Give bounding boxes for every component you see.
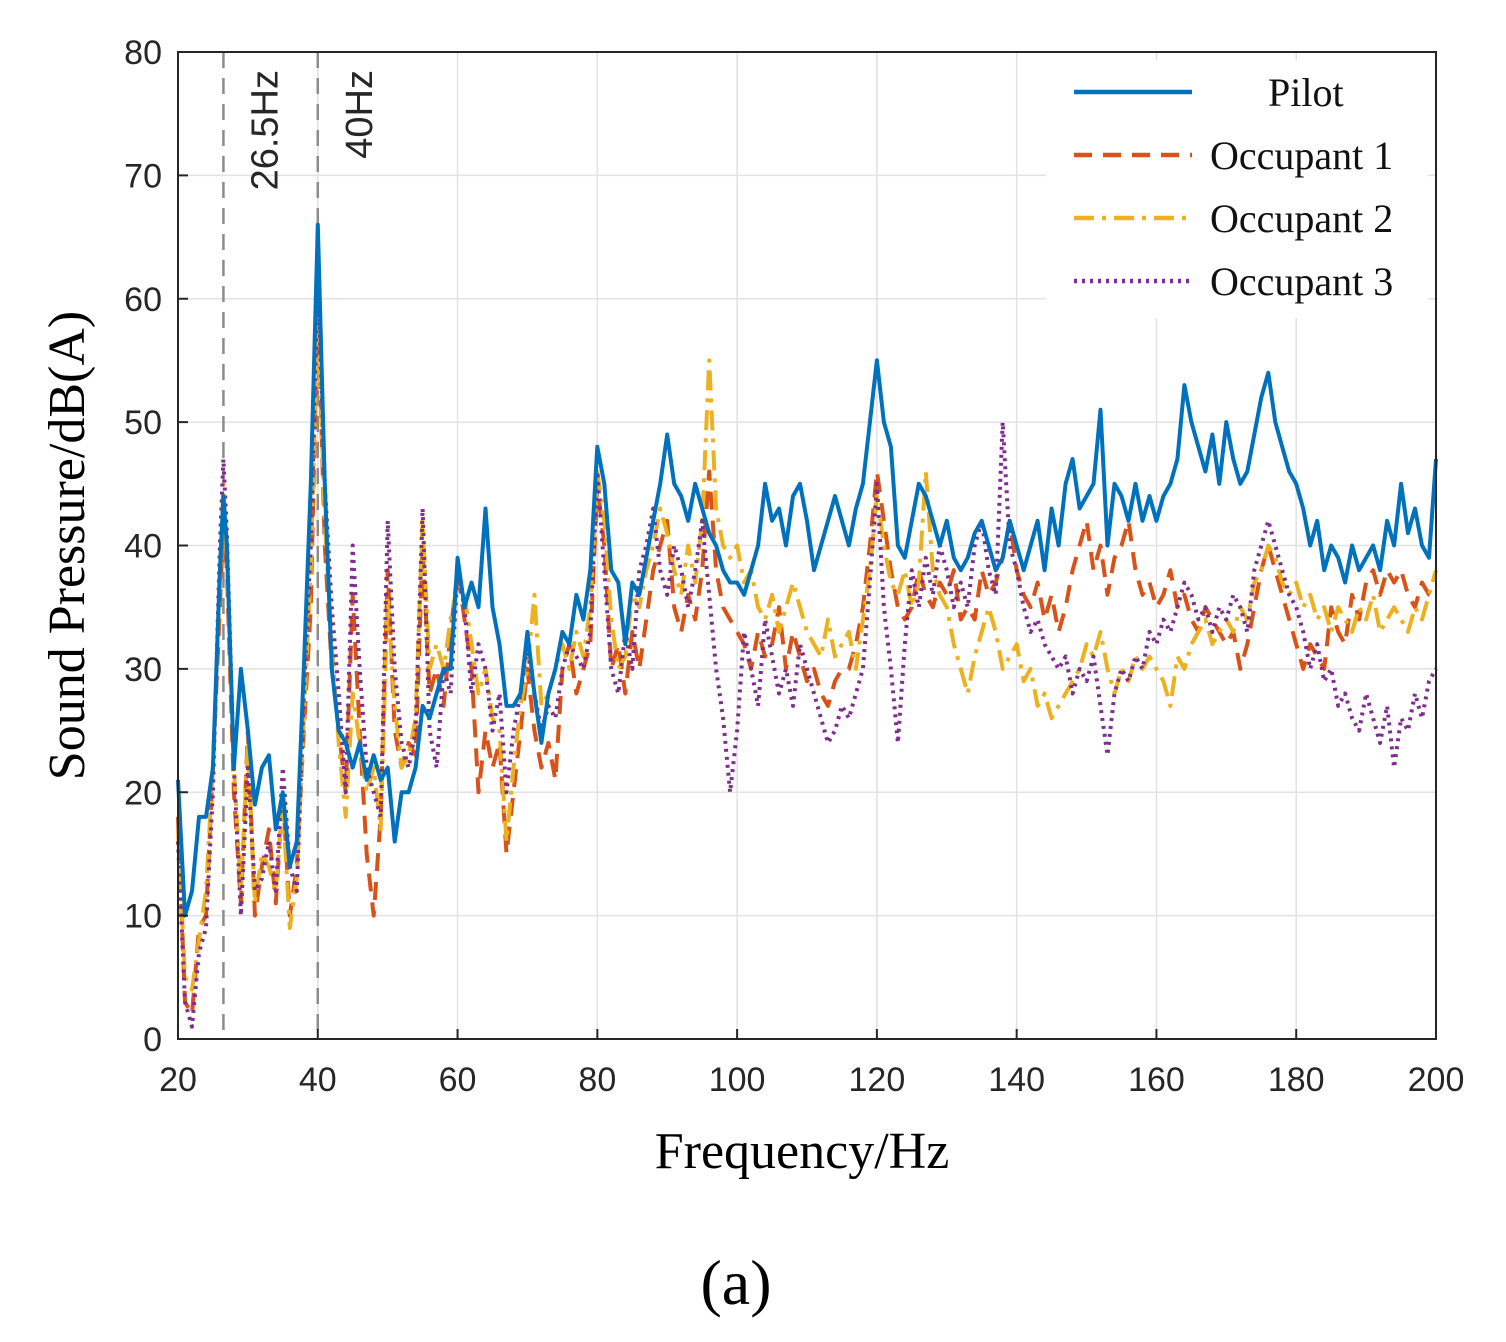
- annotation-label: 40Hz: [339, 70, 381, 159]
- legend-label: Occupant 2: [1210, 196, 1393, 241]
- x-tick-label: 80: [578, 1061, 616, 1099]
- y-axis-title: Sound Pressure/dB(A): [39, 311, 96, 780]
- annotation-labels: 26.5Hz 40Hz: [244, 70, 380, 190]
- y-tick-label: 50: [124, 404, 162, 442]
- plot-area: [176, 222, 1438, 1029]
- y-tick-label: 40: [124, 528, 162, 566]
- y-tick-label: 20: [124, 774, 162, 812]
- series-line-pilot: [176, 222, 1438, 918]
- y-tick-label: 10: [124, 898, 162, 936]
- x-tick-label: 120: [849, 1061, 906, 1099]
- legend-box: [1046, 60, 1428, 318]
- x-tick-label: 160: [1128, 1061, 1185, 1099]
- y-tick-label: 30: [124, 651, 162, 689]
- y-tick-label: 80: [124, 34, 162, 72]
- x-tick-label: 100: [709, 1061, 766, 1099]
- series-line-occupant-2: [176, 309, 1438, 992]
- x-axis-title: Frequency/Hz: [655, 1123, 950, 1180]
- x-tick-label: 60: [439, 1061, 477, 1099]
- legend-label: Occupant 3: [1210, 259, 1393, 304]
- legend-label: Pilot: [1268, 70, 1344, 115]
- panel-label: (a): [700, 1247, 771, 1318]
- x-tick-label: 40: [299, 1061, 337, 1099]
- y-tick-label: 0: [143, 1021, 162, 1059]
- annotation-lines: [222, 52, 320, 1039]
- annotation-label: 26.5Hz: [244, 70, 286, 190]
- x-tick-label: 200: [1408, 1061, 1465, 1099]
- x-tick-label: 180: [1268, 1061, 1325, 1099]
- legend-label: Occupant 1: [1210, 133, 1393, 178]
- y-tick-label: 70: [124, 157, 162, 195]
- y-tick-label: 60: [124, 281, 162, 319]
- axis-ticks: 20 40 60 80 100 120 140 160 180 200 0 10 20 30 40 50 60 7…: [124, 34, 1464, 1099]
- x-tick-label: 140: [988, 1061, 1045, 1099]
- legend: Pilot Occupant 1 Occupant 2 Occupant 3: [1046, 60, 1428, 318]
- x-tick-label: 20: [159, 1061, 197, 1099]
